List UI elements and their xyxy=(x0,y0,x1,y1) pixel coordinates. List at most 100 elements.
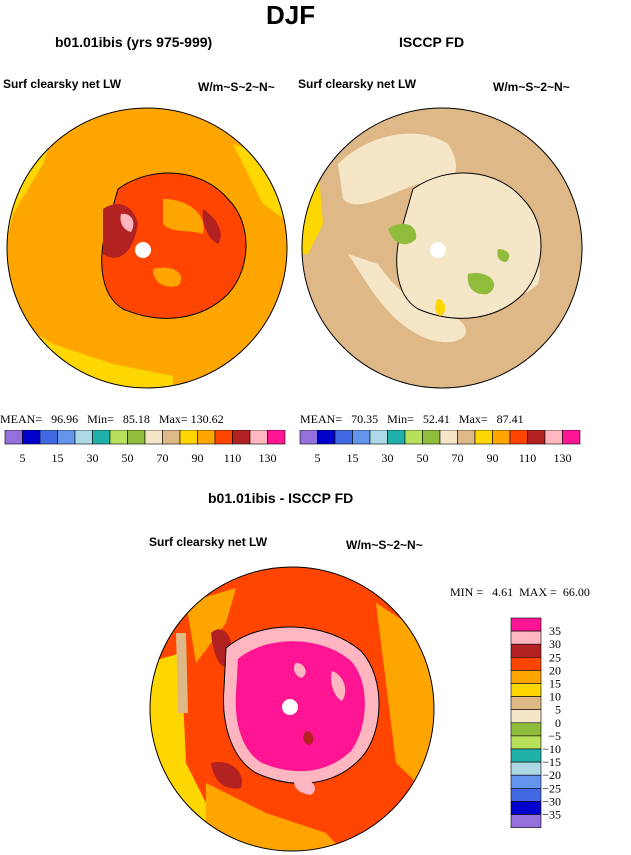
colorbar-tick-label: 130 xyxy=(259,451,277,465)
contour-region xyxy=(120,213,134,232)
colorbar-swatch xyxy=(232,430,251,445)
colorbar-swatch xyxy=(422,430,441,445)
min-value: 52.41 xyxy=(422,412,450,426)
contour-region xyxy=(467,273,495,295)
max-label: MAX = xyxy=(519,585,557,599)
colorbar-swatch xyxy=(267,430,286,445)
pole-marker xyxy=(430,242,446,258)
min-label: Min= xyxy=(87,412,114,426)
colorbar-tick-label: 15 xyxy=(549,677,561,691)
colorbar-tick-label: 5 xyxy=(555,703,561,717)
max-value: 66.00 xyxy=(562,585,590,599)
colorbar-swatch xyxy=(22,430,41,445)
colorbar-swatch xyxy=(510,630,542,645)
contour-region xyxy=(186,588,236,663)
right-panel-title: ISCCP FD xyxy=(399,34,465,50)
contour-region xyxy=(176,633,188,713)
contour-region xyxy=(303,731,314,745)
min-value: 85.18 xyxy=(122,412,150,426)
mean-value: 96.96 xyxy=(51,412,79,426)
colorbar-tick-label: 70 xyxy=(452,451,464,465)
min-value: 4.61 xyxy=(492,585,514,599)
colorbar-swatch xyxy=(74,430,93,445)
colorbar-swatch xyxy=(527,430,546,445)
colorbar-swatch xyxy=(510,801,542,815)
colorbar-swatch xyxy=(214,430,233,445)
antarctica-contour xyxy=(101,172,247,319)
left-polar-map xyxy=(6,107,288,389)
mean-value: 70.35 xyxy=(351,412,379,426)
colorbar-swatch xyxy=(439,430,458,445)
right-stats: MEAN= 70.35 Min= 52.41 Max= 87.41 xyxy=(300,412,524,427)
colorbar-swatch xyxy=(510,735,542,750)
right-units-label: W/m~S~2~N~ xyxy=(493,80,570,94)
max-value: 130.62 xyxy=(190,412,224,426)
colorbar-swatch xyxy=(510,761,542,776)
colorbar-swatch xyxy=(179,430,198,445)
colorbar-swatch xyxy=(249,430,268,445)
colorbar-swatch xyxy=(544,430,563,445)
colorbar-tick-label: 5 xyxy=(20,451,26,465)
min-label: Min= xyxy=(387,412,414,426)
right-variable-label: Surf clearsky net LW xyxy=(298,77,417,91)
colorbar-tick-label: 0 xyxy=(555,716,561,730)
left-stats: MEAN= 96.96 Min= 85.18 Max= 130.62 xyxy=(0,412,224,427)
colorbar-tick-label: 50 xyxy=(122,451,134,465)
colorbar-swatch xyxy=(510,748,542,763)
colorbar-tick-label: 30 xyxy=(549,637,561,651)
min-label: MIN = xyxy=(450,585,484,599)
colorbar-tick-label: 30 xyxy=(382,451,394,465)
left-panel-title: b01.01ibis (yrs 975-999) xyxy=(55,34,213,50)
colorbar-tick-label: 90 xyxy=(192,451,204,465)
map-border xyxy=(301,107,583,389)
colorbar-swatch xyxy=(509,430,528,445)
colorbar-swatch xyxy=(510,656,542,671)
colorbar-swatch xyxy=(197,430,216,445)
season-title: DJF xyxy=(266,0,316,30)
colorbar-swatch xyxy=(334,430,353,445)
colorbar-tick-label: −25 xyxy=(542,781,561,795)
colorbar-swatch xyxy=(4,430,23,445)
contour-region xyxy=(211,762,242,789)
map-border xyxy=(6,107,288,389)
contour-region xyxy=(293,663,306,678)
left-variable-label: Surf clearsky net LW xyxy=(3,77,122,91)
colorbar-swatch xyxy=(510,696,542,710)
contour-region xyxy=(235,641,365,772)
colorbar-swatch xyxy=(510,722,542,737)
diff-stats: MIN = 4.61 MAX = 66.00 xyxy=(450,585,590,600)
diff-panel-title: b01.01ibis - ISCCP FD xyxy=(208,490,354,506)
colorbar-tick-label: 15 xyxy=(52,451,64,465)
colorbar-tick-label: 5 xyxy=(315,451,321,465)
contour-region xyxy=(497,249,510,262)
max-label: Max= xyxy=(458,412,488,426)
colorbar-tick-label: 20 xyxy=(549,663,561,677)
colorbar-tick-label: −5 xyxy=(548,729,561,743)
colorbar-tick-label: 50 xyxy=(417,451,429,465)
contour-region xyxy=(388,223,417,245)
antarctica-contour xyxy=(396,172,542,319)
colorbar-tick-label: −35 xyxy=(542,808,561,822)
mean-label: MEAN= xyxy=(0,412,43,426)
contour-region xyxy=(206,783,346,851)
diff-units-label: W/m~S~2~N~ xyxy=(346,538,423,552)
contour-region xyxy=(163,199,204,234)
colorbar-tick-label: 110 xyxy=(224,451,242,465)
colorbar-swatch xyxy=(369,430,388,445)
colorbar-swatch xyxy=(510,709,542,724)
left-colorbar: 5 15 30 50 70 90 110 130 xyxy=(4,430,286,465)
colorbar-swatch xyxy=(562,430,581,445)
contour-region xyxy=(294,775,316,795)
colorbar-swatch xyxy=(317,430,336,445)
colorbar-swatch xyxy=(127,430,146,445)
right-colorbar: 5 15 30 50 70 90 110 130 xyxy=(299,430,581,465)
colorbar-swatch xyxy=(144,430,163,445)
colorbar-tick-label: 30 xyxy=(87,451,99,465)
colorbar-tick-label: 25 xyxy=(549,650,561,664)
left-units-label: W/m~S~2~N~ xyxy=(198,80,275,94)
contour-region xyxy=(331,671,346,701)
colorbar-tick-label: 130 xyxy=(554,451,572,465)
colorbar-swatch xyxy=(162,430,181,445)
colorbar-swatch xyxy=(510,683,542,697)
